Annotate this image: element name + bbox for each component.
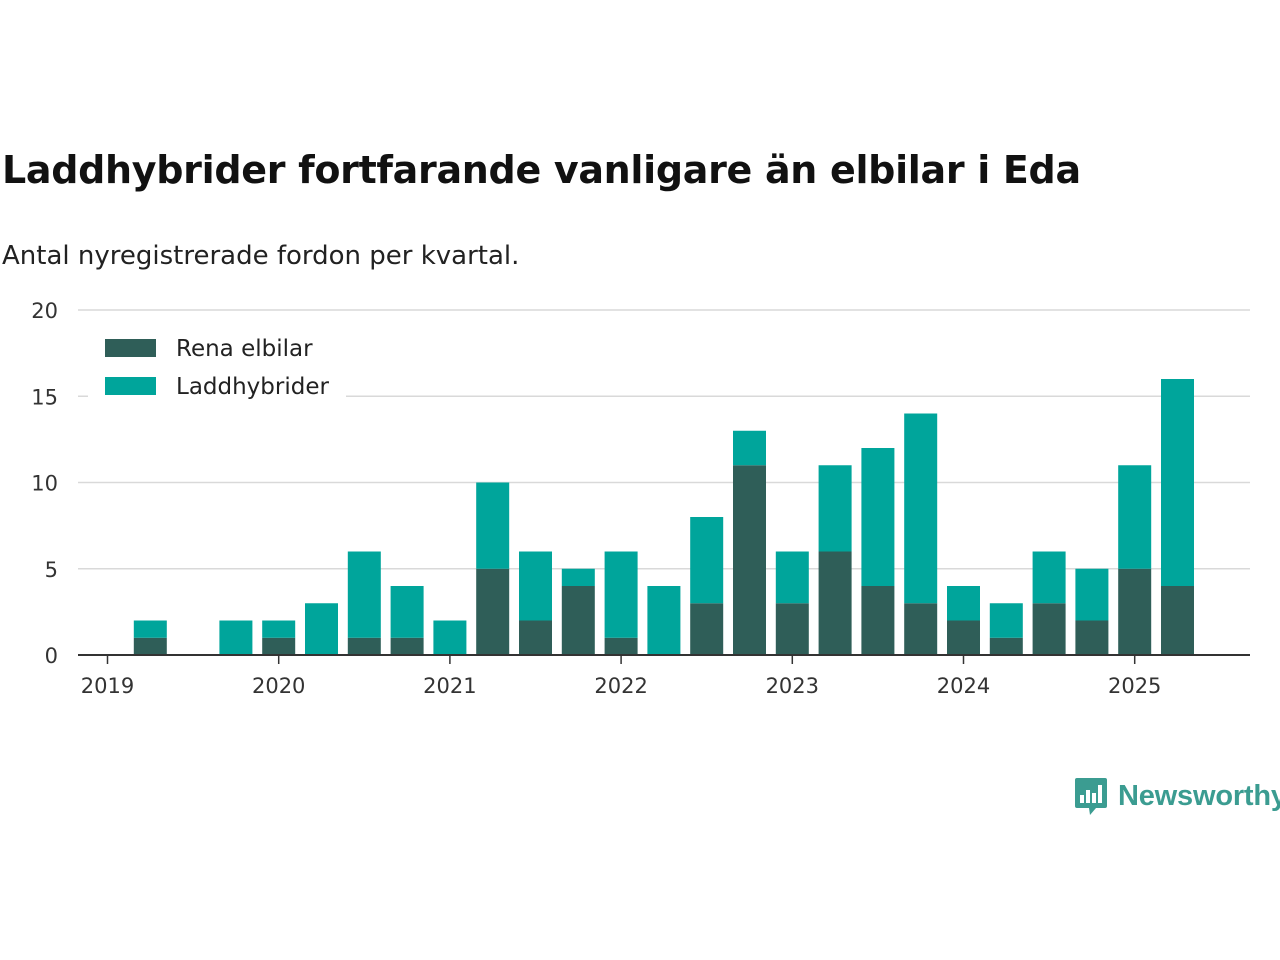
bar-rena-elbilar <box>904 603 938 655</box>
bar-laddhybrider <box>1118 465 1152 569</box>
chart-title: Laddhybrider fortfarande vanligare än el… <box>2 148 1081 192</box>
bar-rena-elbilar <box>390 637 424 655</box>
bar-laddhybrider <box>733 430 766 466</box>
bar-laddhybrider <box>347 551 381 638</box>
legend-label: Rena elbilar <box>176 336 313 362</box>
bar-laddhybrider <box>476 482 510 569</box>
brand-name: Newsworthy <box>1118 779 1280 812</box>
bar-laddhybrider <box>219 620 253 655</box>
bar-rena-elbilar <box>262 637 296 655</box>
bar-laddhybrider <box>647 586 681 655</box>
bar-laddhybrider <box>604 551 638 638</box>
bar-laddhybrider <box>561 568 595 586</box>
x-tick-label: 2025 <box>1108 674 1161 698</box>
bar-rena-elbilar <box>690 603 724 655</box>
x-tick-label: 2024 <box>937 674 990 698</box>
bar-laddhybrider <box>1075 568 1109 621</box>
bar-laddhybrider <box>133 620 167 638</box>
y-tick-label: 20 <box>31 299 58 323</box>
bar-rena-elbilar <box>347 637 381 655</box>
x-tick-label: 2021 <box>423 674 476 698</box>
bar-rena-elbilar <box>947 620 980 655</box>
x-tick-label: 2019 <box>81 674 134 698</box>
bar-rena-elbilar <box>733 465 766 655</box>
bar-rena-elbilar <box>604 637 638 655</box>
bar-rena-elbilar <box>1118 568 1152 655</box>
bar-rena-elbilar <box>519 620 552 655</box>
x-tick-label: 2020 <box>252 674 305 698</box>
y-tick-label: 5 <box>45 558 58 582</box>
bar-rena-elbilar <box>1075 620 1109 655</box>
y-tick-label: 0 <box>45 644 58 668</box>
bar-laddhybrider <box>947 586 980 621</box>
x-tick-label: 2022 <box>594 674 647 698</box>
bar-laddhybrider <box>818 465 852 552</box>
bar-rena-elbilar <box>1161 586 1194 655</box>
x-tick-label: 2023 <box>766 674 819 698</box>
bar-laddhybrider <box>390 586 424 638</box>
bar-rena-elbilar <box>133 637 167 655</box>
legend-label: Laddhybrider <box>176 374 329 400</box>
bar-laddhybrider <box>262 620 296 638</box>
bar-laddhybrider <box>433 620 467 655</box>
newsworthy-logo: Newsworthy <box>1072 775 1280 817</box>
bar-rena-elbilar <box>775 603 809 655</box>
bar-rena-elbilar <box>861 586 895 655</box>
bar-laddhybrider <box>904 413 938 604</box>
bar-laddhybrider <box>775 551 809 604</box>
bar-laddhybrider <box>861 448 895 586</box>
chart-subtitle: Antal nyregistrerade fordon per kvartal. <box>2 241 520 271</box>
legend-swatch <box>105 339 156 357</box>
newsworthy-logo-icon <box>1075 778 1107 815</box>
bar-laddhybrider <box>1161 379 1194 586</box>
bar-laddhybrider <box>690 517 724 604</box>
bar-laddhybrider <box>519 551 552 621</box>
bar-rena-elbilar <box>989 637 1023 655</box>
bar-laddhybrider <box>305 603 338 655</box>
bar-rena-elbilar <box>561 586 595 655</box>
y-tick-label: 10 <box>31 472 58 496</box>
y-tick-label: 15 <box>31 385 58 409</box>
bar-laddhybrider <box>989 603 1023 638</box>
bar-rena-elbilar <box>476 568 510 655</box>
legend-swatch <box>105 377 156 395</box>
bar-rena-elbilar <box>1032 603 1066 655</box>
bar-rena-elbilar <box>818 551 852 655</box>
bar-laddhybrider <box>1032 551 1066 604</box>
